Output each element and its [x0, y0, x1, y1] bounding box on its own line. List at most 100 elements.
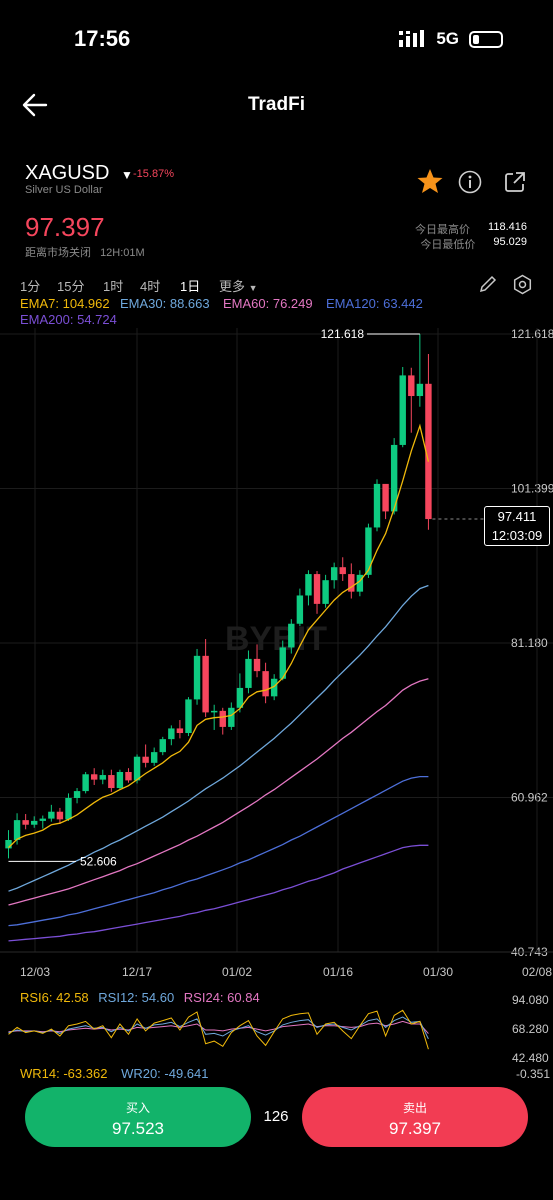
tab-more-label: 更多 — [219, 279, 246, 294]
candle — [108, 775, 115, 789]
candle — [99, 775, 106, 780]
tab-1m[interactable]: 1分 — [20, 279, 41, 294]
rsi6-line — [8, 1009, 429, 1050]
candle — [322, 580, 329, 604]
candle — [245, 658, 252, 688]
today-high: 今日最高价 118.416 — [415, 221, 527, 237]
candle — [48, 811, 55, 819]
candle — [73, 791, 81, 798]
candle — [82, 774, 89, 792]
ema7-label: EMA7: 104.962 — [20, 296, 110, 311]
watermark: BYBIT — [225, 620, 327, 658]
wr20-label: WR20: -49.641 — [121, 1066, 209, 1081]
tab-1h[interactable]: 1时 — [103, 279, 124, 294]
candle — [5, 839, 12, 849]
rsi24-label: RSI24: 60.84 — [183, 990, 260, 1005]
ema60-label: EMA60: 76.249 — [223, 296, 313, 311]
ema30-label: EMA30: 88.663 — [120, 296, 210, 311]
candle — [305, 574, 312, 596]
candle — [31, 820, 38, 825]
candle — [185, 699, 192, 734]
back-arrow-icon[interactable] — [22, 92, 48, 118]
today-low-value: 95.029 — [493, 236, 527, 248]
candle — [159, 739, 166, 753]
candle — [365, 527, 372, 575]
symbol-selector[interactable]: XAGUSD ▼ — [25, 162, 133, 185]
min-label: 52.606 — [80, 854, 117, 868]
candle — [193, 655, 201, 700]
last-price: 97.397 — [25, 212, 105, 242]
candle — [253, 658, 261, 672]
today-high-value: 118.416 — [488, 221, 527, 233]
candle — [425, 383, 432, 520]
today-high-label: 今日最高价 — [415, 224, 471, 236]
candle — [382, 483, 389, 512]
caret-down-icon: ▼ — [121, 168, 133, 182]
share-external-icon[interactable] — [503, 170, 527, 194]
favorite-star-icon[interactable] — [416, 168, 444, 194]
candle — [91, 774, 98, 780]
x-tick-label: 01/02 — [222, 965, 252, 979]
wr-tick: -0.351 — [516, 1067, 551, 1081]
candle — [373, 483, 381, 528]
max-label: 121.618 — [321, 328, 365, 341]
wr14-label: WR14: -63.362 — [20, 1066, 108, 1081]
candle — [313, 574, 321, 604]
candle — [56, 811, 64, 820]
tab-15m[interactable]: 15分 — [57, 279, 85, 294]
change-percent: -15.87% — [133, 168, 174, 180]
ema60-line — [8, 678, 429, 906]
candle — [142, 756, 149, 763]
buy-price: 97.523 — [112, 1119, 164, 1138]
rsi-tick-low: 42.480 — [512, 1051, 549, 1065]
ema120-label: EMA120: 63.442 — [326, 296, 423, 311]
ema30-line — [8, 584, 429, 892]
candle — [339, 567, 346, 575]
x-tick-label: 12/03 — [20, 965, 50, 979]
battery-icon — [469, 30, 503, 48]
x-tick-label: 01/16 — [323, 965, 353, 979]
candle — [22, 820, 29, 825]
rsi12-line — [8, 1016, 429, 1040]
y-tick-label: 101.399 — [511, 482, 553, 496]
rsi24-line — [8, 1020, 429, 1034]
candle — [356, 574, 364, 592]
info-icon[interactable] — [458, 170, 482, 194]
candle — [176, 728, 184, 734]
candle — [210, 710, 218, 713]
candle — [168, 728, 175, 740]
candle — [65, 797, 72, 820]
market-status: 距离市场关闭 12H:01M — [25, 244, 145, 260]
candle — [416, 383, 424, 397]
x-tick-label: 01/30 — [423, 965, 453, 979]
rsi6-label: RSI6: 42.58 — [20, 990, 89, 1005]
candle — [348, 574, 355, 592]
sell-button[interactable]: 卖出 97.397 — [302, 1087, 528, 1147]
cursor-price-box: 97.411 12:03:09 — [484, 506, 550, 546]
tab-1d[interactable]: 1日 — [180, 279, 201, 294]
candle — [390, 444, 398, 512]
pencil-draw-icon[interactable] — [478, 274, 498, 294]
candle — [408, 375, 415, 397]
candle — [219, 710, 226, 727]
caret-down-icon: ▼ — [248, 283, 258, 293]
buy-button[interactable]: 买入 97.523 — [25, 1087, 251, 1147]
candle — [228, 707, 235, 727]
y-tick-label: 60.962 — [511, 790, 548, 804]
candle — [330, 567, 338, 581]
ema120-line — [8, 775, 429, 927]
ema200-line — [8, 844, 429, 942]
candle — [279, 647, 286, 679]
candle — [236, 687, 244, 708]
ema7-line — [8, 423, 430, 849]
tab-more[interactable]: 更多 ▼ — [219, 276, 258, 295]
candle — [262, 671, 269, 697]
x-tick-label: 12/17 — [122, 965, 152, 979]
symbol-label: XAGUSD — [25, 162, 110, 184]
network-label: 5G — [436, 29, 459, 48]
rsi-tick-mid: 68.280 — [512, 1022, 549, 1036]
tab-4h[interactable]: 4时 — [140, 279, 161, 294]
settings-gear-icon[interactable] — [512, 274, 533, 295]
candle — [133, 756, 141, 781]
